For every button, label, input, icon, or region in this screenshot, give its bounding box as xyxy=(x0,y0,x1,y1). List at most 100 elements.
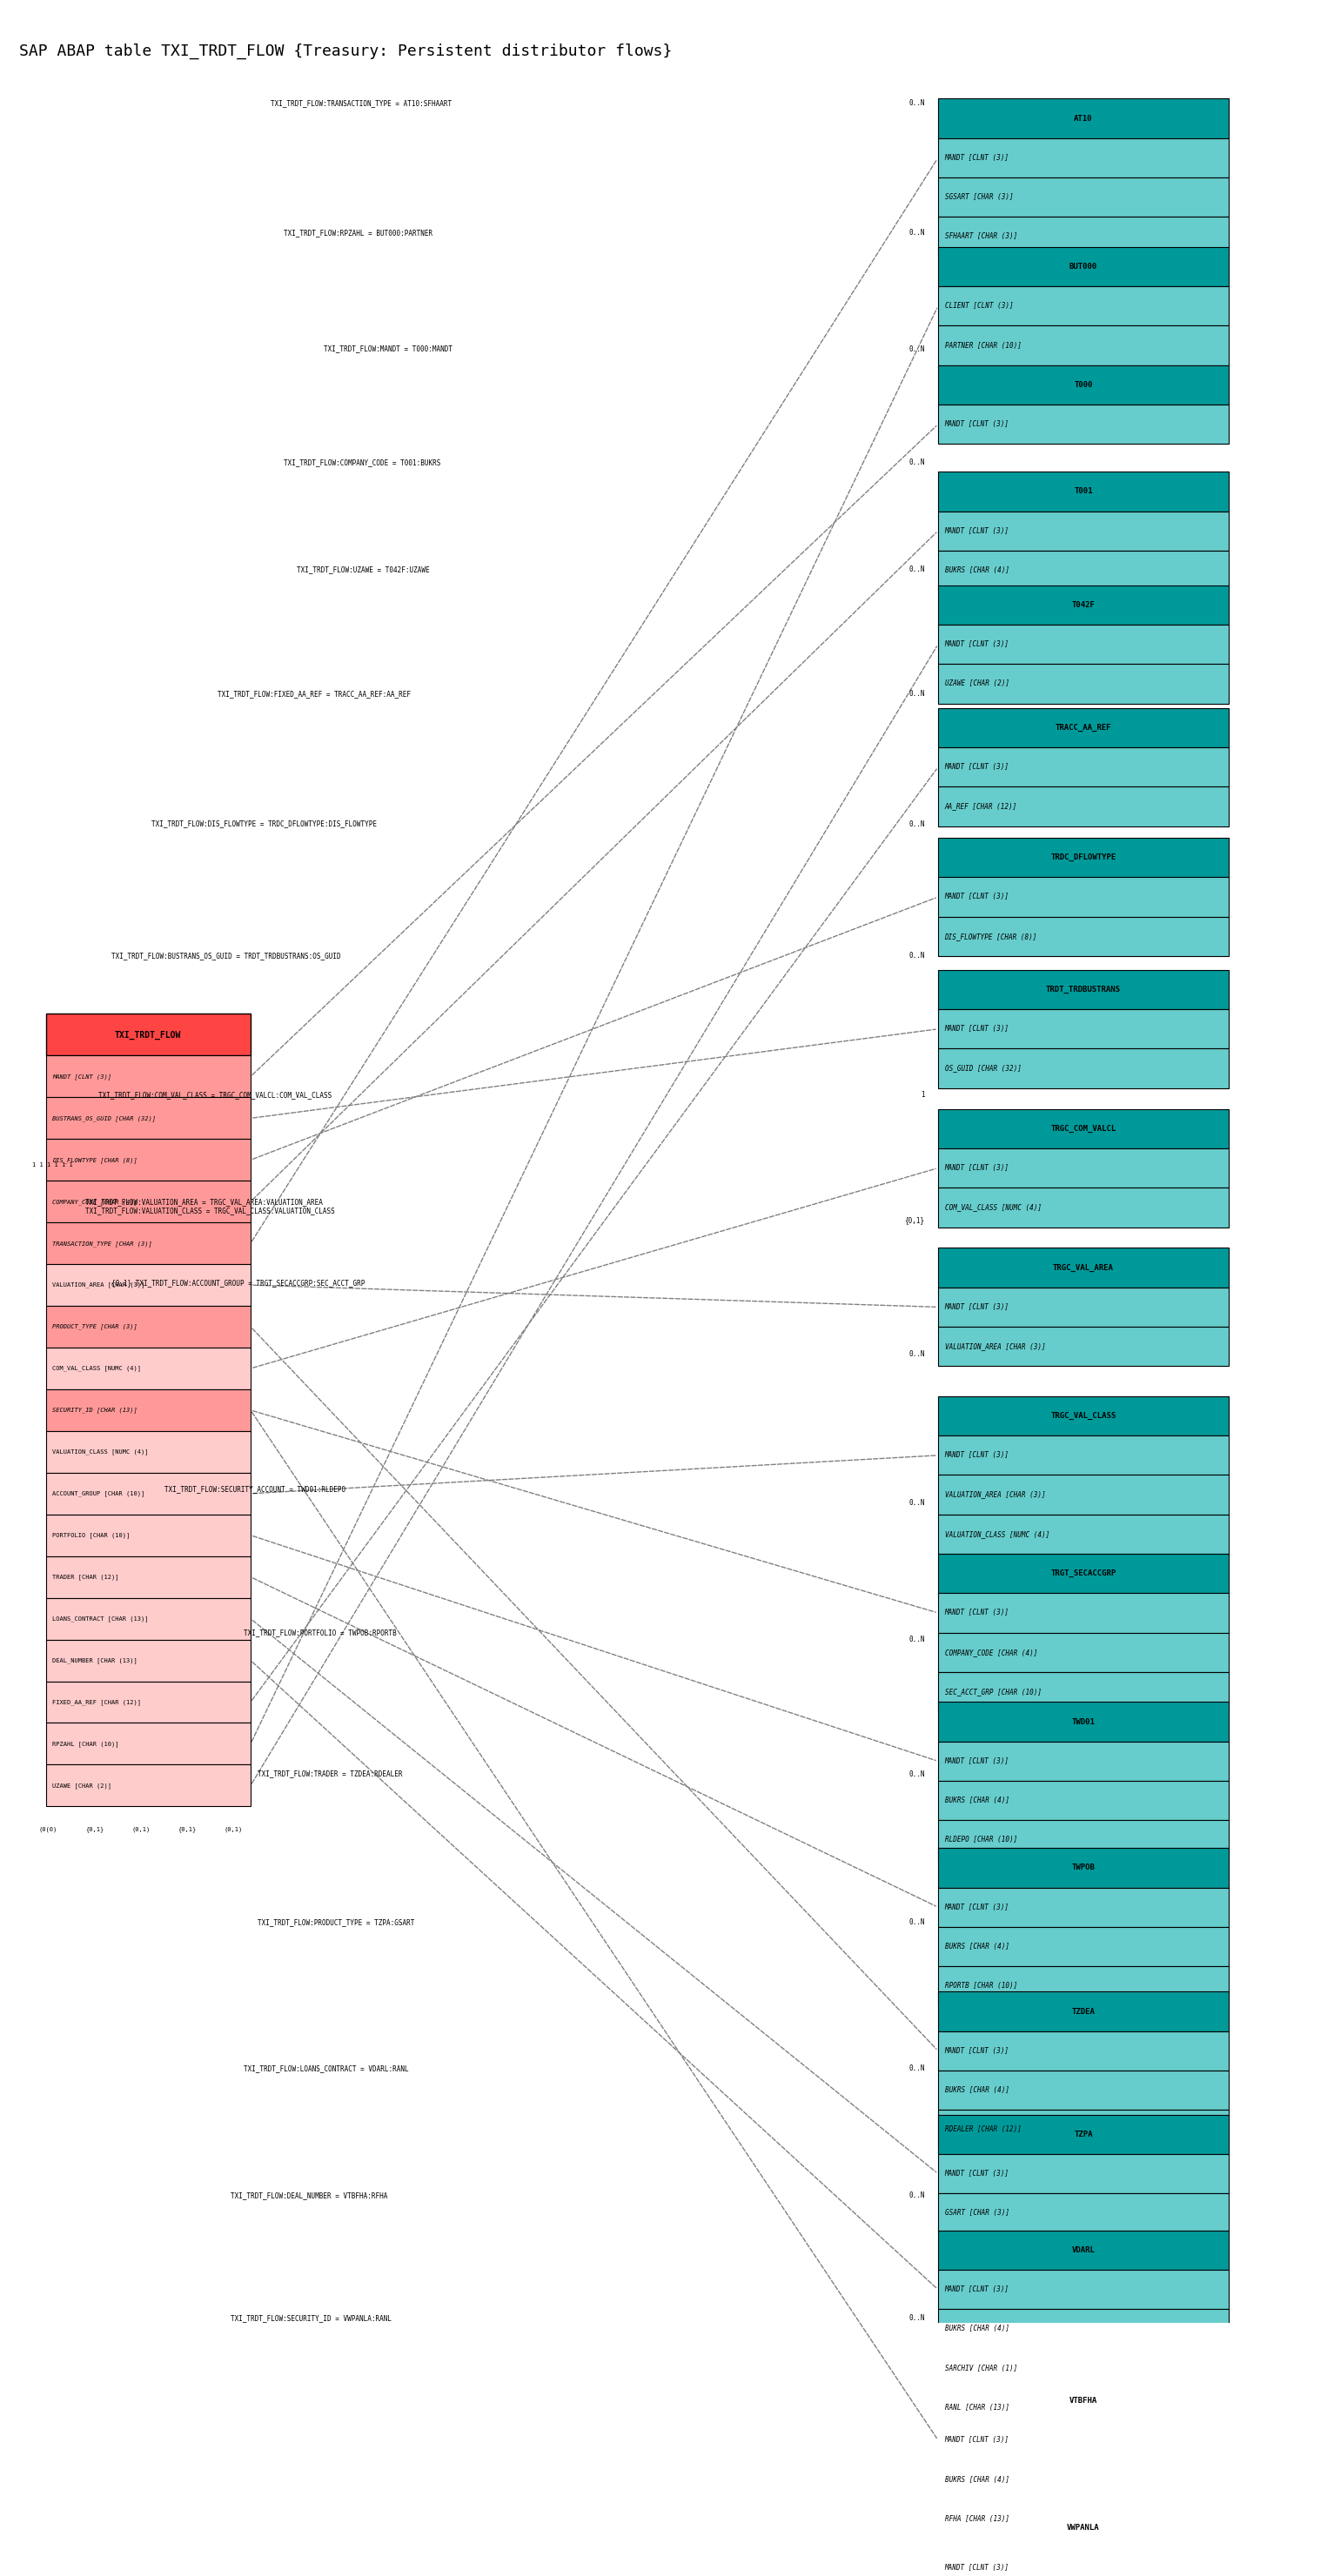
Text: VALUATION_AREA [CHAR (3)]: VALUATION_AREA [CHAR (3)] xyxy=(52,1283,145,1288)
Text: DEAL_NUMBER [CHAR (13)]: DEAL_NUMBER [CHAR (13)] xyxy=(52,1656,137,1664)
Text: SGSART [CHAR (3)]: SGSART [CHAR (3)] xyxy=(944,193,1013,201)
FancyBboxPatch shape xyxy=(938,1847,1229,1888)
Text: DIS_FLOWTYPE [CHAR (8)]: DIS_FLOWTYPE [CHAR (8)] xyxy=(52,1157,137,1162)
Text: TXI_TRDT_FLOW:PRODUCT_TYPE = TZPA:GSART: TXI_TRDT_FLOW:PRODUCT_TYPE = TZPA:GSART xyxy=(257,1919,414,1927)
Text: 0..N: 0..N xyxy=(908,1499,924,1507)
Text: BUT000: BUT000 xyxy=(1070,263,1098,270)
Text: SECURITY_ID [CHAR (13)]: SECURITY_ID [CHAR (13)] xyxy=(52,1406,137,1414)
FancyBboxPatch shape xyxy=(45,1347,251,1388)
Text: TXI_TRDT_FLOW:MANDT = T000:MANDT: TXI_TRDT_FLOW:MANDT = T000:MANDT xyxy=(323,345,452,353)
Text: 0..N: 0..N xyxy=(908,1350,924,1358)
Text: 0..N: 0..N xyxy=(908,690,924,698)
Text: VALUATION_AREA [CHAR (3)]: VALUATION_AREA [CHAR (3)] xyxy=(944,1492,1046,1499)
Text: 0..N: 0..N xyxy=(908,564,924,572)
Text: 0..N: 0..N xyxy=(908,1770,924,1777)
Text: MANDT [CLNT (3)]: MANDT [CLNT (3)] xyxy=(944,155,1009,162)
Text: TXI_TRDT_FLOW:PORTFOLIO = TWPOB:RPORTB: TXI_TRDT_FLOW:PORTFOLIO = TWPOB:RPORTB xyxy=(244,1628,398,1636)
FancyBboxPatch shape xyxy=(45,1723,251,1765)
Text: VDARL: VDARL xyxy=(1071,2246,1095,2254)
FancyBboxPatch shape xyxy=(938,1965,1229,2007)
Text: BUKRS [CHAR (4)]: BUKRS [CHAR (4)] xyxy=(944,567,1009,574)
Text: TZPA: TZPA xyxy=(1074,2130,1093,2138)
Text: MANDT [CLNT (3)]: MANDT [CLNT (3)] xyxy=(52,1074,112,1079)
Text: 0..N: 0..N xyxy=(908,100,924,108)
FancyBboxPatch shape xyxy=(45,1265,251,1306)
Text: MANDT [CLNT (3)]: MANDT [CLNT (3)] xyxy=(944,2285,1009,2293)
Text: VALUATION_CLASS [NUMC (4)]: VALUATION_CLASS [NUMC (4)] xyxy=(52,1448,148,1455)
FancyBboxPatch shape xyxy=(45,1597,251,1638)
FancyBboxPatch shape xyxy=(938,2231,1229,2269)
Text: 0..N: 0..N xyxy=(908,819,924,827)
Text: RDEALER [CHAR (12)]: RDEALER [CHAR (12)] xyxy=(944,2125,1021,2133)
Text: COMPANY_CODE [CHAR (4)]: COMPANY_CODE [CHAR (4)] xyxy=(52,1198,137,1206)
Text: MANDT [CLNT (3)]: MANDT [CLNT (3)] xyxy=(944,1904,1009,1911)
Text: AA_REF [CHAR (12)]: AA_REF [CHAR (12)] xyxy=(944,804,1017,811)
FancyBboxPatch shape xyxy=(938,1188,1229,1226)
FancyBboxPatch shape xyxy=(938,878,1229,917)
FancyBboxPatch shape xyxy=(938,247,1229,286)
Text: TXI_TRDT_FLOW:LOANS_CONTRACT = VDARL:RANL: TXI_TRDT_FLOW:LOANS_CONTRACT = VDARL:RAN… xyxy=(244,2063,410,2071)
Text: TWD01: TWD01 xyxy=(1071,1718,1095,1726)
FancyBboxPatch shape xyxy=(938,2071,1229,2110)
Text: TXI_TRDT_FLOW:COM_VAL_CLASS = TRGC_COM_VALCL:COM_VAL_CLASS: TXI_TRDT_FLOW:COM_VAL_CLASS = TRGC_COM_V… xyxy=(99,1092,332,1100)
FancyBboxPatch shape xyxy=(938,2154,1229,2192)
Text: 0..N: 0..N xyxy=(908,953,924,961)
Text: MANDT [CLNT (3)]: MANDT [CLNT (3)] xyxy=(944,1610,1009,1618)
FancyBboxPatch shape xyxy=(938,2421,1229,2460)
Text: TXI_TRDT_FLOW: TXI_TRDT_FLOW xyxy=(115,1030,181,1038)
Text: VALUATION_AREA [CHAR (3)]: VALUATION_AREA [CHAR (3)] xyxy=(944,1342,1046,1350)
FancyBboxPatch shape xyxy=(45,1432,251,1473)
FancyBboxPatch shape xyxy=(938,2110,1229,2148)
Text: GSART [CHAR (3)]: GSART [CHAR (3)] xyxy=(944,2210,1009,2218)
FancyBboxPatch shape xyxy=(938,1672,1229,1710)
Text: PORTFOLIO [CHAR (10)]: PORTFOLIO [CHAR (10)] xyxy=(52,1533,129,1538)
FancyBboxPatch shape xyxy=(938,626,1229,665)
FancyBboxPatch shape xyxy=(45,1515,251,1556)
FancyBboxPatch shape xyxy=(45,1180,251,1224)
Text: MANDT [CLNT (3)]: MANDT [CLNT (3)] xyxy=(944,762,1009,770)
Text: BUSTRANS_OS_GUID [CHAR (32)]: BUSTRANS_OS_GUID [CHAR (32)] xyxy=(52,1115,156,1121)
Text: MANDT [CLNT (3)]: MANDT [CLNT (3)] xyxy=(944,1757,1009,1765)
FancyBboxPatch shape xyxy=(938,708,1229,747)
FancyBboxPatch shape xyxy=(45,1388,251,1432)
Text: {0,1}: {0,1} xyxy=(904,1216,924,1224)
Text: ACCOUNT_GROUP [CHAR (10)]: ACCOUNT_GROUP [CHAR (10)] xyxy=(52,1492,145,1497)
Text: 0..N: 0..N xyxy=(908,2192,924,2200)
Text: CLIENT [CLNT (3)]: CLIENT [CLNT (3)] xyxy=(944,301,1013,309)
FancyBboxPatch shape xyxy=(938,2349,1229,2388)
FancyBboxPatch shape xyxy=(45,1224,251,1265)
Text: UZAWE [CHAR (2)]: UZAWE [CHAR (2)] xyxy=(52,1783,112,1788)
Text: {0,1}: {0,1} xyxy=(177,1826,196,1832)
Text: TRACC_AA_REF: TRACC_AA_REF xyxy=(1055,724,1111,732)
Text: {0,1} TXI_TRDT_FLOW:ACCOUNT_GROUP = TRGT_SECACCGRP:SEC_ACCT_GRP: {0,1} TXI_TRDT_FLOW:ACCOUNT_GROUP = TRGT… xyxy=(112,1278,366,1285)
FancyBboxPatch shape xyxy=(45,1473,251,1515)
Text: RFHA [CHAR (13)]: RFHA [CHAR (13)] xyxy=(944,2514,1009,2522)
Text: TXI_TRDT_FLOW:FIXED_AA_REF = TRACC_AA_REF:AA_REF: TXI_TRDT_FLOW:FIXED_AA_REF = TRACC_AA_RE… xyxy=(217,690,411,698)
Text: COM_VAL_CLASS [NUMC (4)]: COM_VAL_CLASS [NUMC (4)] xyxy=(944,1203,1042,1211)
Text: TXI_TRDT_FLOW:RPZAHL = BUT000:PARTNER: TXI_TRDT_FLOW:RPZAHL = BUT000:PARTNER xyxy=(284,229,432,237)
Text: VWPANLA: VWPANLA xyxy=(1067,2524,1099,2532)
FancyBboxPatch shape xyxy=(938,1396,1229,1435)
FancyBboxPatch shape xyxy=(938,917,1229,956)
FancyBboxPatch shape xyxy=(45,1556,251,1597)
FancyBboxPatch shape xyxy=(45,1306,251,1347)
FancyBboxPatch shape xyxy=(938,1048,1229,1087)
Text: T042F: T042F xyxy=(1071,600,1095,608)
Text: TXI_TRDT_FLOW:SECURITY_ID = VWPANLA:RANL: TXI_TRDT_FLOW:SECURITY_ID = VWPANLA:RANL xyxy=(231,2313,392,2324)
FancyBboxPatch shape xyxy=(938,404,1229,443)
Text: TRADER [CHAR (12)]: TRADER [CHAR (12)] xyxy=(52,1574,119,1579)
FancyBboxPatch shape xyxy=(938,1821,1229,1860)
Text: 0..N: 0..N xyxy=(908,2313,924,2324)
Text: TXI_TRDT_FLOW:BUSTRANS_OS_GUID = TRDT_TRDBUSTRANS:OS_GUID: TXI_TRDT_FLOW:BUSTRANS_OS_GUID = TRDT_TR… xyxy=(112,953,342,961)
FancyBboxPatch shape xyxy=(938,1592,1229,1633)
FancyBboxPatch shape xyxy=(938,1633,1229,1672)
Text: TRGT_SECACCGRP: TRGT_SECACCGRP xyxy=(1051,1569,1117,1577)
Text: RPZAHL [CHAR (10)]: RPZAHL [CHAR (10)] xyxy=(52,1741,119,1747)
FancyBboxPatch shape xyxy=(938,1703,1229,1741)
FancyBboxPatch shape xyxy=(45,1056,251,1097)
Text: UZAWE [CHAR (2)]: UZAWE [CHAR (2)] xyxy=(944,680,1009,688)
Text: MANDT [CLNT (3)]: MANDT [CLNT (3)] xyxy=(944,894,1009,902)
Text: LOANS_CONTRACT [CHAR (13)]: LOANS_CONTRACT [CHAR (13)] xyxy=(52,1615,148,1623)
Text: 0..N: 0..N xyxy=(908,1919,924,1927)
Text: PRODUCT_TYPE [CHAR (3)]: PRODUCT_TYPE [CHAR (3)] xyxy=(52,1324,137,1329)
